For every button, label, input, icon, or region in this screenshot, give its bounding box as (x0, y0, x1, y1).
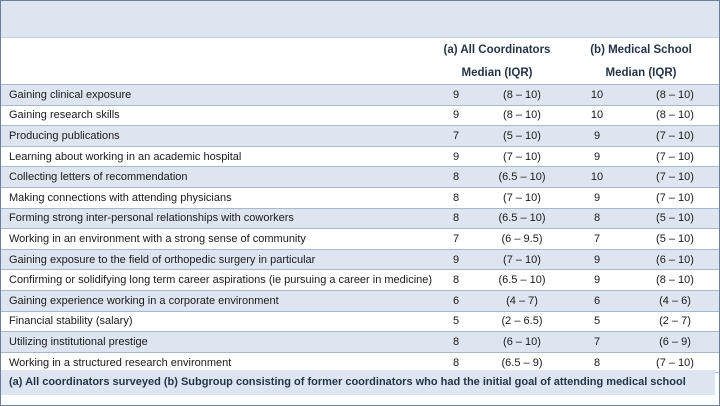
medical-school-median: 10 (563, 166, 632, 188)
all-coordinators-iqr: (6.5 – 10) (481, 207, 564, 229)
medical-school-iqr: (7 – 10) (631, 145, 720, 167)
table-row: Confirming or solidifying long term care… (1, 269, 720, 291)
table-row: Gaining clinical exposure 9 (8 – 10) 10 (8 –… (1, 84, 720, 106)
medical-school-iqr: (7 – 10) (631, 186, 720, 209)
table-body: Gaining clinical exposure 9 (8 – 10) 10 (8 –… (1, 84, 720, 374)
all-coordinators-iqr: (5 – 10) (481, 125, 564, 147)
medical-school-median: 9 (563, 145, 632, 167)
group-b-header: (b) Medical School (590, 43, 692, 56)
table-row: Financial stability (salary) 5 (2 – 6.5) 5(… (1, 310, 720, 332)
medical-school-median: 7 (563, 228, 632, 250)
table-row: Learning about working in an academic ho… (1, 145, 720, 167)
table-row: Working in an environment with a strong … (1, 228, 720, 250)
title-band (1, 1, 719, 38)
all-coordinators-iqr: (8 – 10) (481, 84, 564, 106)
subheader-row: Median (IQR) Median (IQR) (1, 61, 719, 85)
table-row: Producing publications 7 (5 – 10) 9 (7 – 10) (1, 125, 720, 147)
table-row: Gaining research skills 9 (8 – 10) 10 (8 – 1… (1, 104, 720, 126)
medical-school-median: 7 (563, 331, 632, 353)
all-coordinators-median: 8 (431, 207, 481, 229)
table-row: Forming strong inter-personal relationsh… (1, 207, 720, 229)
table-row: Gaining exposure to the field of orthope… (1, 248, 720, 270)
all-coordinators-iqr: (7 – 10) (481, 145, 564, 167)
medical-school-median: 6 (563, 289, 632, 312)
median-a-header: Median (IQR) (461, 66, 533, 79)
table-footnote: (a) All coordinators surveyed (b) Subgro… (1, 370, 715, 395)
all-coordinators-median: 6 (431, 289, 481, 312)
table-row: Utilizing institutional prestige 8 (6 – 10… (1, 331, 720, 353)
all-coordinators-iqr: (8 – 10) (481, 104, 564, 126)
medical-school-median: 5 (563, 310, 632, 332)
row-label: Gaining research skills (1, 104, 431, 126)
medical-school-iqr: (7 – 10) (631, 125, 720, 147)
group-a-header: (a) All Coordinators (443, 43, 551, 56)
all-coordinators-median: 5 (431, 310, 481, 332)
all-coordinators-iqr: (2 – 6.5) (481, 310, 564, 332)
row-label: Making connections with attending physic… (1, 186, 431, 209)
medical-school-iqr: (6 – 10) (631, 248, 720, 270)
medical-school-iqr: (8 – 10) (631, 269, 720, 291)
all-coordinators-median: 8 (431, 351, 481, 374)
medical-school-iqr: (5 – 10) (631, 207, 720, 229)
median-b-header: Median (IQR) (605, 66, 677, 79)
all-coordinators-iqr: (6.5 – 10) (481, 269, 564, 291)
all-coordinators-median: 9 (431, 145, 481, 167)
row-label: Financial stability (salary) (1, 310, 431, 332)
all-coordinators-median: 8 (431, 186, 481, 209)
medical-school-median: 8 (563, 207, 632, 229)
medical-school-median: 10 (563, 84, 632, 106)
medical-school-median: 9 (563, 248, 632, 270)
table-row: Gaining experience working in a corporat… (1, 289, 720, 312)
medical-school-iqr: (6 – 9) (631, 331, 720, 353)
medical-school-median: 8 (563, 351, 632, 374)
row-label: Utilizing institutional prestige (1, 331, 431, 353)
medical-school-iqr: (8 – 10) (631, 104, 720, 126)
all-coordinators-median: 8 (431, 331, 481, 353)
row-label: Gaining clinical exposure (1, 84, 431, 106)
survey-table: (a) All Coordinators (b) Medical School … (1, 38, 720, 374)
medical-school-iqr: (8 – 10) (631, 84, 720, 106)
all-coordinators-iqr: (6.5 – 10) (481, 166, 564, 188)
table-row: Collecting letters of recommendation 8 (6.… (1, 166, 720, 188)
medical-school-iqr: (2 – 7) (631, 310, 720, 332)
all-coordinators-median: 7 (431, 228, 481, 250)
all-coordinators-iqr: (4 – 7) (481, 289, 564, 312)
medical-school-median: 9 (563, 269, 632, 291)
all-coordinators-iqr: (6 – 9.5) (481, 228, 564, 250)
medical-school-iqr: (7 – 10) (631, 351, 720, 374)
medical-school-iqr: (7 – 10) (631, 166, 720, 188)
all-coordinators-iqr: (7 – 10) (481, 186, 564, 209)
medical-school-median: 9 (563, 186, 632, 209)
all-coordinators-median: 7 (431, 125, 481, 147)
row-label: Working in an environment with a strong … (1, 228, 431, 250)
group-header-row: (a) All Coordinators (b) Medical School (1, 38, 719, 61)
row-label: Learning about working in an academic ho… (1, 145, 431, 167)
row-label: Producing publications (1, 125, 431, 147)
all-coordinators-median: 9 (431, 84, 481, 106)
all-coordinators-median: 8 (431, 269, 481, 291)
all-coordinators-median: 8 (431, 166, 481, 188)
row-label: Working in a structured research environ… (1, 351, 431, 374)
table-row: Working in a structured research environ… (1, 351, 720, 374)
medical-school-iqr: (5 – 10) (631, 228, 720, 250)
table-row: Making connections with attending physic… (1, 186, 720, 209)
row-label: Forming strong inter-personal relationsh… (1, 207, 431, 229)
row-label: Collecting letters of recommendation (1, 166, 431, 188)
medical-school-median: 10 (563, 104, 632, 126)
row-label: Confirming or solidifying long term care… (1, 269, 432, 291)
all-coordinators-iqr: (6.5 – 9) (481, 351, 564, 374)
all-coordinators-iqr: (7 – 10) (481, 248, 564, 270)
all-coordinators-median: 9 (431, 104, 481, 126)
all-coordinators-median: 9 (431, 248, 481, 270)
all-coordinators-iqr: (6 – 10) (481, 331, 564, 353)
row-label: Gaining experience working in a corporat… (1, 289, 431, 312)
medical-school-iqr: (4 – 6) (631, 289, 720, 312)
medical-school-median: 9 (563, 125, 632, 147)
row-label: Gaining exposure to the field of orthope… (1, 248, 431, 270)
